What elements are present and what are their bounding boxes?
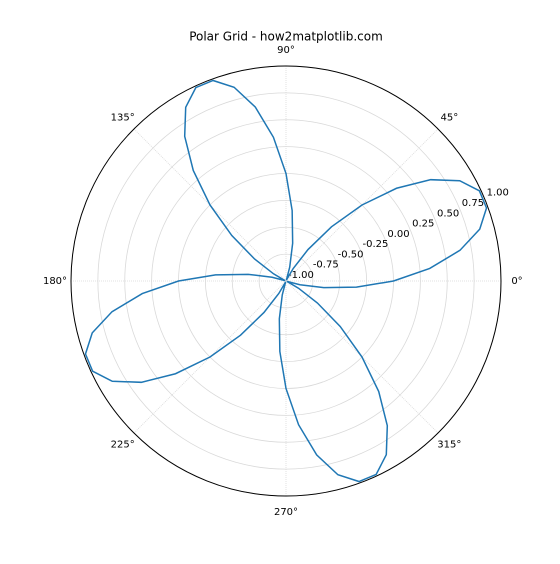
- line: [84, 79, 488, 483]
- y-tick-label: 0.00: [387, 229, 409, 240]
- x-tick-label: 45°: [440, 113, 458, 124]
- y-tick-label: -0.75: [313, 260, 339, 271]
- x-tick-label: 0°: [511, 276, 522, 287]
- x-tick-label: 225°: [111, 439, 135, 450]
- y-tick-label: 0.25: [412, 219, 434, 230]
- x-tick-label: 135°: [111, 113, 135, 124]
- grid-circle: [124, 119, 448, 443]
- y-tick-label: -0.50: [338, 249, 364, 260]
- y-tick-label: 0.75: [462, 198, 484, 209]
- x-tick-label: 180°: [43, 276, 67, 287]
- y-tick-label: 1.00: [487, 188, 509, 199]
- grid-circle: [231, 226, 341, 336]
- x-tick-label: 270°: [274, 507, 298, 518]
- y-tick-label: -0.25: [362, 239, 388, 250]
- frame: [70, 65, 502, 497]
- x-tick-label: 315°: [437, 439, 461, 450]
- y-tick-label: -1.00: [288, 270, 314, 281]
- x-tick-label: 90°: [277, 45, 295, 56]
- chart-title: Polar Grid - how2matplotlib.com: [189, 30, 383, 44]
- y-tick-label: 0.50: [437, 208, 459, 219]
